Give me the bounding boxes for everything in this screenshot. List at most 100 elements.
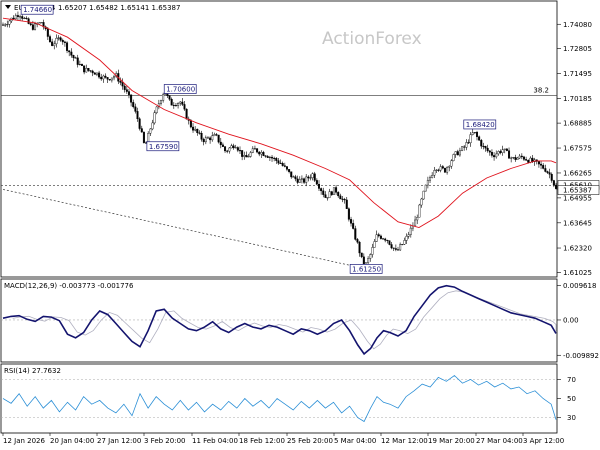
- candle-body: [379, 235, 382, 239]
- price-y-tick-label: 1.63645: [563, 219, 592, 227]
- candle-body: [405, 236, 408, 241]
- candle-body: [422, 190, 425, 200]
- annotation-label: 1.61250: [352, 265, 381, 273]
- x-tick-label: 27 Mar 04:00: [476, 437, 523, 445]
- candle-body: [19, 16, 22, 18]
- candle-body: [288, 169, 291, 172]
- candle-body: [38, 22, 41, 25]
- candle-body: [140, 128, 143, 133]
- candle-body: [352, 223, 355, 229]
- candle-body: [482, 145, 485, 147]
- candle-body: [8, 20, 11, 25]
- candle-body: [407, 234, 410, 237]
- candle-body: [388, 240, 391, 245]
- x-tick-label: 19 Mar 20:00: [428, 437, 475, 445]
- candle-body: [166, 93, 169, 96]
- candle-body: [85, 67, 88, 73]
- rsi-label: RSI(14) 27.7632: [4, 367, 61, 375]
- candle-body: [266, 156, 269, 158]
- candle-body: [245, 155, 248, 158]
- candle-body: [458, 150, 461, 156]
- candle-body: [433, 170, 436, 176]
- candle-body: [177, 103, 180, 106]
- candle-body: [486, 147, 489, 152]
- rsi-line: [2, 374, 557, 423]
- annotation-box: [349, 264, 383, 274]
- candle-body: [89, 70, 92, 72]
- candle-body: [230, 145, 233, 149]
- candle-body: [204, 137, 207, 143]
- candle-body: [326, 197, 329, 199]
- price-y-tick-label: 1.62320: [563, 245, 592, 253]
- candle-body: [341, 198, 344, 200]
- candle-body: [83, 65, 86, 73]
- candle-body: [264, 155, 267, 157]
- candle-body: [155, 106, 158, 113]
- candle-body: [339, 195, 342, 200]
- candle-body: [61, 40, 64, 43]
- candle-body: [271, 156, 274, 159]
- price-annotation: 1.61250: [349, 264, 383, 274]
- candle-body: [194, 128, 197, 131]
- candle-body: [215, 134, 218, 136]
- candle-body: [394, 248, 397, 250]
- candle-body: [441, 166, 444, 169]
- candle-body: [401, 244, 404, 246]
- candle-body: [159, 100, 162, 104]
- x-axis: 12 Jan 2026 20 Jan 04:00 27 Jan 12:00 3 Feb…: [2, 433, 564, 445]
- candle-body: [59, 37, 62, 41]
- candle-body: [130, 94, 133, 103]
- candle-body: [303, 178, 306, 183]
- annotation-box: [20, 4, 54, 15]
- candle-body: [343, 198, 346, 201]
- candle-body: [134, 106, 137, 112]
- candle-body: [525, 159, 528, 161]
- candle-body: [305, 176, 308, 183]
- candle-body: [113, 76, 116, 79]
- macd-panel: MACD(12,26,9) -0.003773 -0.001776 0.00961…: [1, 282, 599, 360]
- candle-body: [138, 118, 141, 129]
- candle-body: [174, 105, 177, 107]
- candle-body: [123, 85, 126, 90]
- candle-body: [443, 167, 446, 173]
- price-annotation: 1.68420: [463, 119, 497, 130]
- candle-body: [98, 72, 101, 78]
- candle-body: [508, 150, 511, 159]
- candle-body: [249, 152, 252, 157]
- x-tick-label: 27 Jan 12:00: [97, 437, 141, 445]
- candle-body: [330, 191, 333, 195]
- candle-body: [548, 172, 551, 175]
- candle-body: [119, 81, 122, 83]
- candle-body: [162, 94, 165, 101]
- candle-body: [328, 191, 331, 198]
- x-tick-label: 20 Jan 04:00: [50, 437, 94, 445]
- candle-body: [518, 155, 521, 159]
- candle-body: [192, 126, 195, 131]
- candle-body: [170, 98, 173, 106]
- candle-body: [273, 157, 276, 159]
- annotation-box: [463, 119, 497, 130]
- candle-body: [14, 15, 17, 20]
- candle-body: [213, 134, 216, 136]
- annotation-label: 1.67590: [149, 143, 178, 151]
- price-y-tick-label: 1.66265: [563, 169, 592, 177]
- candle-body: [300, 178, 303, 180]
- candle-body: [209, 137, 212, 141]
- candle-body: [392, 247, 395, 249]
- candle-body: [185, 108, 188, 120]
- candle-body: [106, 77, 109, 80]
- candle-body: [540, 163, 543, 166]
- candle-body: [476, 132, 479, 137]
- x-tick-label: 11 Feb 04:00: [192, 437, 238, 445]
- candle-body: [480, 140, 483, 147]
- candles: [2, 11, 558, 273]
- candle-body: [48, 36, 51, 43]
- collapse-triangle-icon[interactable]: [5, 5, 11, 9]
- candle-body: [439, 166, 442, 171]
- x-tick-label: 25 Feb 20:00: [287, 437, 333, 445]
- candle-body: [4, 24, 7, 26]
- candle-body: [253, 148, 256, 150]
- candle-body: [497, 151, 500, 155]
- moving-average-line: [2, 17, 557, 228]
- candle-body: [452, 154, 455, 161]
